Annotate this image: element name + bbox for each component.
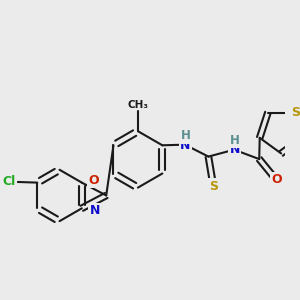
Text: N: N (230, 142, 240, 156)
Text: N: N (89, 204, 100, 217)
Text: CH₃: CH₃ (128, 100, 148, 110)
Text: N: N (180, 140, 191, 152)
Text: O: O (88, 174, 99, 187)
Text: Cl: Cl (2, 176, 16, 188)
Text: S: S (292, 106, 300, 119)
Text: H: H (181, 129, 190, 142)
Text: O: O (271, 173, 282, 186)
Text: S: S (209, 180, 218, 193)
Text: H: H (230, 134, 240, 147)
